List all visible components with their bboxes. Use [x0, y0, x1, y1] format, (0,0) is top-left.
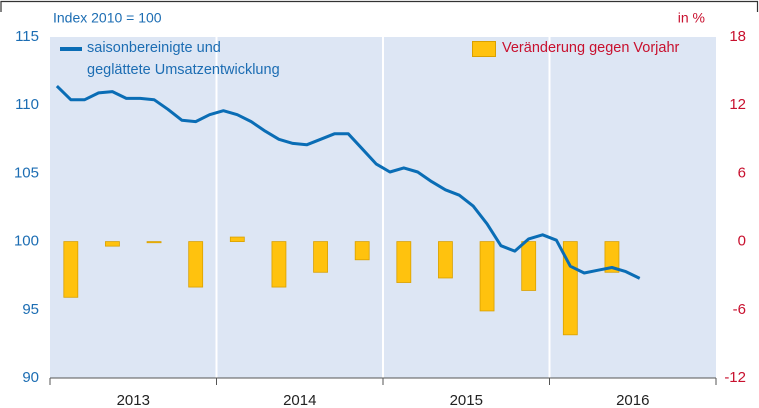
- bar: [146, 241, 162, 244]
- legend-text: Veränderung gegen Vorjahr: [502, 40, 680, 56]
- bar: [438, 241, 453, 279]
- line: [55, 85, 641, 280]
- y-tick-label: 105: [14, 164, 39, 181]
- legend-swatch: [472, 41, 496, 57]
- bar: [521, 241, 537, 291]
- y-tick-label: 110: [15, 96, 39, 113]
- x-tick-label: 2014: [283, 392, 316, 408]
- bar: [479, 241, 495, 312]
- y-tick-label: 95: [22, 301, 39, 318]
- bar: [63, 241, 79, 298]
- y2-tick-label: 0: [738, 233, 746, 250]
- x-tick-label: 2013: [117, 392, 150, 408]
- y-axis-label: Index 2010 = 100: [53, 10, 162, 26]
- y2-tick-label: 18: [729, 28, 746, 45]
- x-tick-label: 2015: [450, 392, 483, 408]
- legend-swatch: [60, 47, 82, 51]
- y2-tick-label: -6: [733, 301, 746, 318]
- bar: [354, 241, 370, 261]
- legend-text: saisonbereinigte und geglättete Umsatzen…: [87, 40, 280, 78]
- bar: [105, 241, 120, 247]
- bar: [396, 241, 412, 283]
- y2-axis-label: in %: [678, 10, 705, 26]
- bar: [604, 241, 620, 273]
- y2-tick-label: -12: [724, 369, 746, 386]
- y2-tick-label: 6: [738, 164, 746, 181]
- bar: [271, 241, 287, 288]
- bar: [313, 241, 328, 273]
- bar: [229, 236, 245, 242]
- x-tick-label: 2016: [616, 392, 649, 408]
- y2-tick-label: 12: [729, 96, 746, 113]
- y-tick-label: 100: [14, 233, 39, 250]
- y-tick-label: 90: [22, 369, 39, 386]
- frame: [0, 0, 759, 12]
- bar: [188, 241, 204, 288]
- bar: [562, 241, 578, 336]
- y-tick-label: 115: [15, 28, 39, 45]
